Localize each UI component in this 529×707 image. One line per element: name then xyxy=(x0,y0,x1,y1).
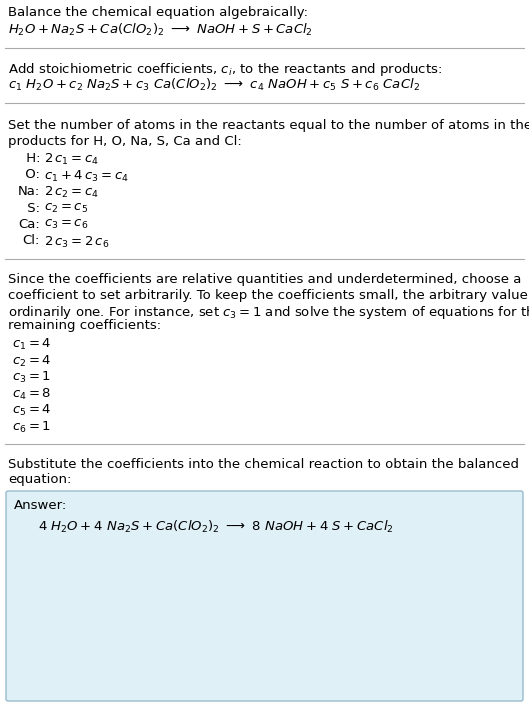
Text: $c_1 + 4\,c_3 = c_4$: $c_1 + 4\,c_3 = c_4$ xyxy=(44,168,129,184)
Text: $c_1 = 4$: $c_1 = 4$ xyxy=(12,337,51,352)
Text: $2\,c_2 = c_4$: $2\,c_2 = c_4$ xyxy=(44,185,99,200)
Text: Set the number of atoms in the reactants equal to the number of atoms in the: Set the number of atoms in the reactants… xyxy=(8,119,529,132)
Text: Ca:: Ca: xyxy=(18,218,40,231)
Text: Add stoichiometric coefficients, $c_i$, to the reactants and products:: Add stoichiometric coefficients, $c_i$, … xyxy=(8,62,442,78)
Text: remaining coefficients:: remaining coefficients: xyxy=(8,320,161,332)
Text: $c_1\ H_2O + c_2\ Na_2S + c_3\ Ca(ClO_2)_2 \ \longrightarrow \ c_4\ NaOH + c_5\ : $c_1\ H_2O + c_2\ Na_2S + c_3\ Ca(ClO_2)… xyxy=(8,77,420,93)
Text: $H_2O + Na_2S + Ca(ClO_2)_2 \ \longrightarrow \ NaOH + S + CaCl_2$: $H_2O + Na_2S + Ca(ClO_2)_2 \ \longright… xyxy=(8,21,313,37)
Text: $c_5 = 4$: $c_5 = 4$ xyxy=(12,403,51,418)
FancyBboxPatch shape xyxy=(6,491,523,701)
Text: $c_4 = 8$: $c_4 = 8$ xyxy=(12,387,51,402)
Text: Cl:: Cl: xyxy=(23,235,40,247)
Text: Balance the chemical equation algebraically:: Balance the chemical equation algebraica… xyxy=(8,6,308,19)
Text: $c_2 = 4$: $c_2 = 4$ xyxy=(12,354,51,368)
Text: Answer:: Answer: xyxy=(14,499,67,512)
Text: $c_2 = c_5$: $c_2 = c_5$ xyxy=(44,201,88,215)
Text: $4\ H_2O + 4\ Na_2S + Ca(ClO_2)_2 \ \longrightarrow \ 8\ NaOH + 4\ S + CaCl_2$: $4\ H_2O + 4\ Na_2S + Ca(ClO_2)_2 \ \lon… xyxy=(38,518,394,534)
Text: S:: S: xyxy=(23,201,40,214)
Text: equation:: equation: xyxy=(8,474,71,486)
Text: $2\,c_3 = 2\,c_6$: $2\,c_3 = 2\,c_6$ xyxy=(44,235,110,250)
Text: Substitute the coefficients into the chemical reaction to obtain the balanced: Substitute the coefficients into the che… xyxy=(8,458,519,471)
Text: $2\,c_1 = c_4$: $2\,c_1 = c_4$ xyxy=(44,152,99,167)
Text: coefficient to set arbitrarily. To keep the coefficients small, the arbitrary va: coefficient to set arbitrarily. To keep … xyxy=(8,288,529,301)
Text: products for H, O, Na, S, Ca and Cl:: products for H, O, Na, S, Ca and Cl: xyxy=(8,134,242,148)
Text: Since the coefficients are relative quantities and underdetermined, choose a: Since the coefficients are relative quan… xyxy=(8,273,522,286)
Text: ordinarily one. For instance, set $c_3 = 1$ and solve the system of equations fo: ordinarily one. For instance, set $c_3 =… xyxy=(8,304,529,321)
Text: Na:: Na: xyxy=(18,185,40,198)
Text: H:: H: xyxy=(22,152,40,165)
Text: O:: O: xyxy=(21,168,40,182)
Text: $c_3 = c_6$: $c_3 = c_6$ xyxy=(44,218,88,231)
Text: $c_6 = 1$: $c_6 = 1$ xyxy=(12,419,51,435)
Text: $c_3 = 1$: $c_3 = 1$ xyxy=(12,370,51,385)
